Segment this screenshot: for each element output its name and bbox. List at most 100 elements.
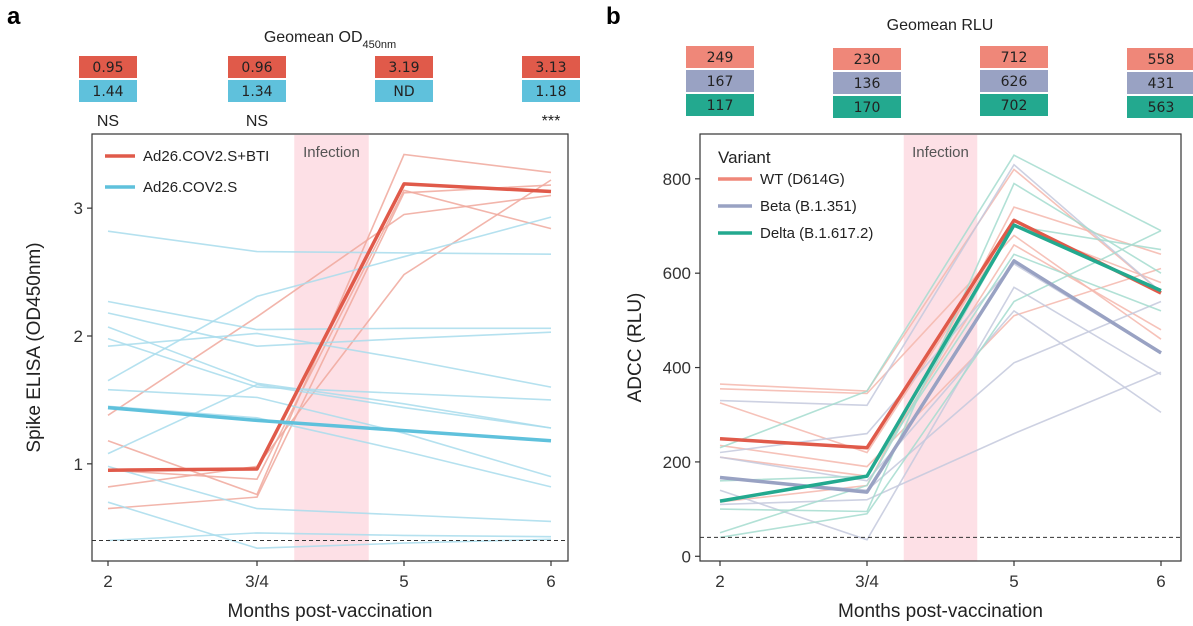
panel-b-chart: Geomean RLU 249 230 712 558 167 136 626 431 117 17… [625,17,1193,622]
panel-b-geomean-value: 712 [1001,50,1028,66]
panel-b-x-tick-label: 3/4 [855,572,879,591]
panel-a-x-tick-label: 3/4 [245,572,269,591]
panel-b-legend-label: WT (D614G) [760,171,845,188]
panel-b-legend-label: Beta (B.1.351) [760,198,857,215]
panel-a-individual-line [107,405,552,488]
panel-a-individual-line [107,216,552,382]
panel-a-plot-frame [91,133,569,562]
panel-a-geomean-value: 3.13 [535,60,566,76]
panel-b-infection-label: Infection [912,144,969,161]
panel-b-geomean-value: 563 [1148,100,1175,116]
panel-a-geomean-box [522,56,580,78]
panel-b-geomean-value: 702 [1001,98,1028,114]
panel-b-geomean-box [1127,48,1193,70]
panel-b-geomean-value: 170 [854,100,881,116]
panel-b-geomean-value: 558 [1148,52,1175,68]
panel-a-series-line [107,405,552,443]
panel-b-individual-line [719,371,1162,506]
panel-a-individual-line [107,326,552,429]
panel-b-geomean-title: Geomean RLU [887,17,994,34]
panel-b-geomean-value: 167 [707,74,734,90]
panel-a-individual-line [107,532,552,542]
panel-a-geomean-box [375,56,433,78]
panel-a-y-tick-label: 3 [74,199,83,218]
panel-a-geomean-box [228,80,286,102]
panel-b-geomean-value: 136 [854,76,881,92]
panel-b-geomean-value: 230 [854,52,881,68]
panel-b-individual-line [719,229,1162,539]
panel-a-individual-line [107,383,552,455]
panel-a-individual-line [107,312,552,348]
panel-b-x-axis-label: Months post-vaccination [838,601,1043,622]
panel-a-geomean-value: 0.96 [241,60,272,76]
panel-a-series-line [107,182,552,472]
panel-b-plot-frame [699,133,1182,562]
panel-a-y-tick-label: 2 [74,327,83,346]
panel-b-series-line [719,223,1162,503]
panel-a-geomean-box [228,56,286,78]
panel-b-x-tick-label: 6 [1156,572,1165,591]
panel-label-a: a [7,3,21,30]
panel-a-individual-line [107,337,552,401]
panel-b-y-tick-label: 200 [663,453,691,472]
panel-a-x-tick-label: 6 [546,572,555,591]
panel-b-legend-label: Delta (B.1.617.2) [760,225,873,242]
panel-label-b: b [606,3,621,30]
panel-b-y-tick-label: 600 [663,264,691,283]
panel-a-individual-line [107,189,552,481]
panel-a-geomean-value: 1.18 [535,84,566,100]
panel-a-chart: Geomean OD450nm 0.95 0.96 3.19 3.13 1.44 1.34 N… [24,29,580,622]
panel-a-infection-label: Infection [303,144,360,161]
panel-b-geomean-box [980,46,1048,68]
panel-a-significance-label: NS [246,113,268,130]
panel-a-geomean-box [375,80,433,102]
panel-a-x-axis-label: Months post-vaccination [228,601,433,622]
panel-b-geomean-box [1127,96,1193,118]
panel-b-geomean-box [833,96,901,118]
panel-b-geomean-box [1127,72,1193,94]
panel-a-x-tick-label: 5 [399,572,408,591]
panel-b-individual-line [719,286,1162,541]
panel-b-y-tick-label: 400 [663,359,691,378]
panel-b-individual-line [719,309,1162,482]
panel-a-significance-label: NS [97,113,119,130]
panel-b-y-tick-label: 800 [663,170,691,189]
panel-b-individual-line [719,267,1162,468]
panel-a-geomean-box [79,80,137,102]
panel-b-individual-line [719,225,1162,454]
panel-a-geomean-value: ND [393,84,414,100]
panel-a-y-axis-label: Spike ELISA (OD450nm) [24,242,45,452]
panel-b-individual-line [719,253,1162,482]
panel-b-geomean-value: 249 [707,50,734,66]
panel-b-geomean-box [686,94,754,116]
panel-b-geomean-box [980,94,1048,116]
panel-b-y-axis-label: ADCC (RLU) [625,293,646,403]
panel-a-geomean-value: 1.44 [92,84,123,100]
panel-a-individual-line [107,501,552,550]
panel-b-y-tick-label: 0 [682,547,691,566]
panel-b-individual-line [719,243,1162,477]
panel-a-individual-line [107,230,552,255]
panel-b-geomean-box [686,46,754,68]
panel-b-series-line [719,259,1162,494]
panel-a-individual-line [107,388,552,478]
panel-b-legend-title: Variant [718,148,771,167]
panel-a-x-tick-label: 2 [103,572,112,591]
panel-a-legend-label: Ad26.COV2.S+BTI [143,148,269,165]
panel-a-infection-band [294,135,369,561]
panel-b-geomean-value: 626 [1001,74,1028,90]
panel-b-geomean-box [980,70,1048,92]
panel-a-individual-line [107,194,552,416]
panel-a-geomean-value: 0.95 [92,60,123,76]
panel-a-significance-label: *** [542,113,561,130]
panel-b-geomean-value: 117 [707,98,734,114]
panel-b-x-tick-label: 2 [715,572,724,591]
panel-a-y-tick-label: 1 [74,455,83,474]
panel-a-individual-line [107,179,552,488]
panel-a-legend-label: Ad26.COV2.S [143,179,237,196]
panel-a-geomean-title: Geomean OD450nm [264,29,396,51]
panel-b-geomean-box [686,70,754,92]
panel-b-individual-line [719,225,1162,534]
